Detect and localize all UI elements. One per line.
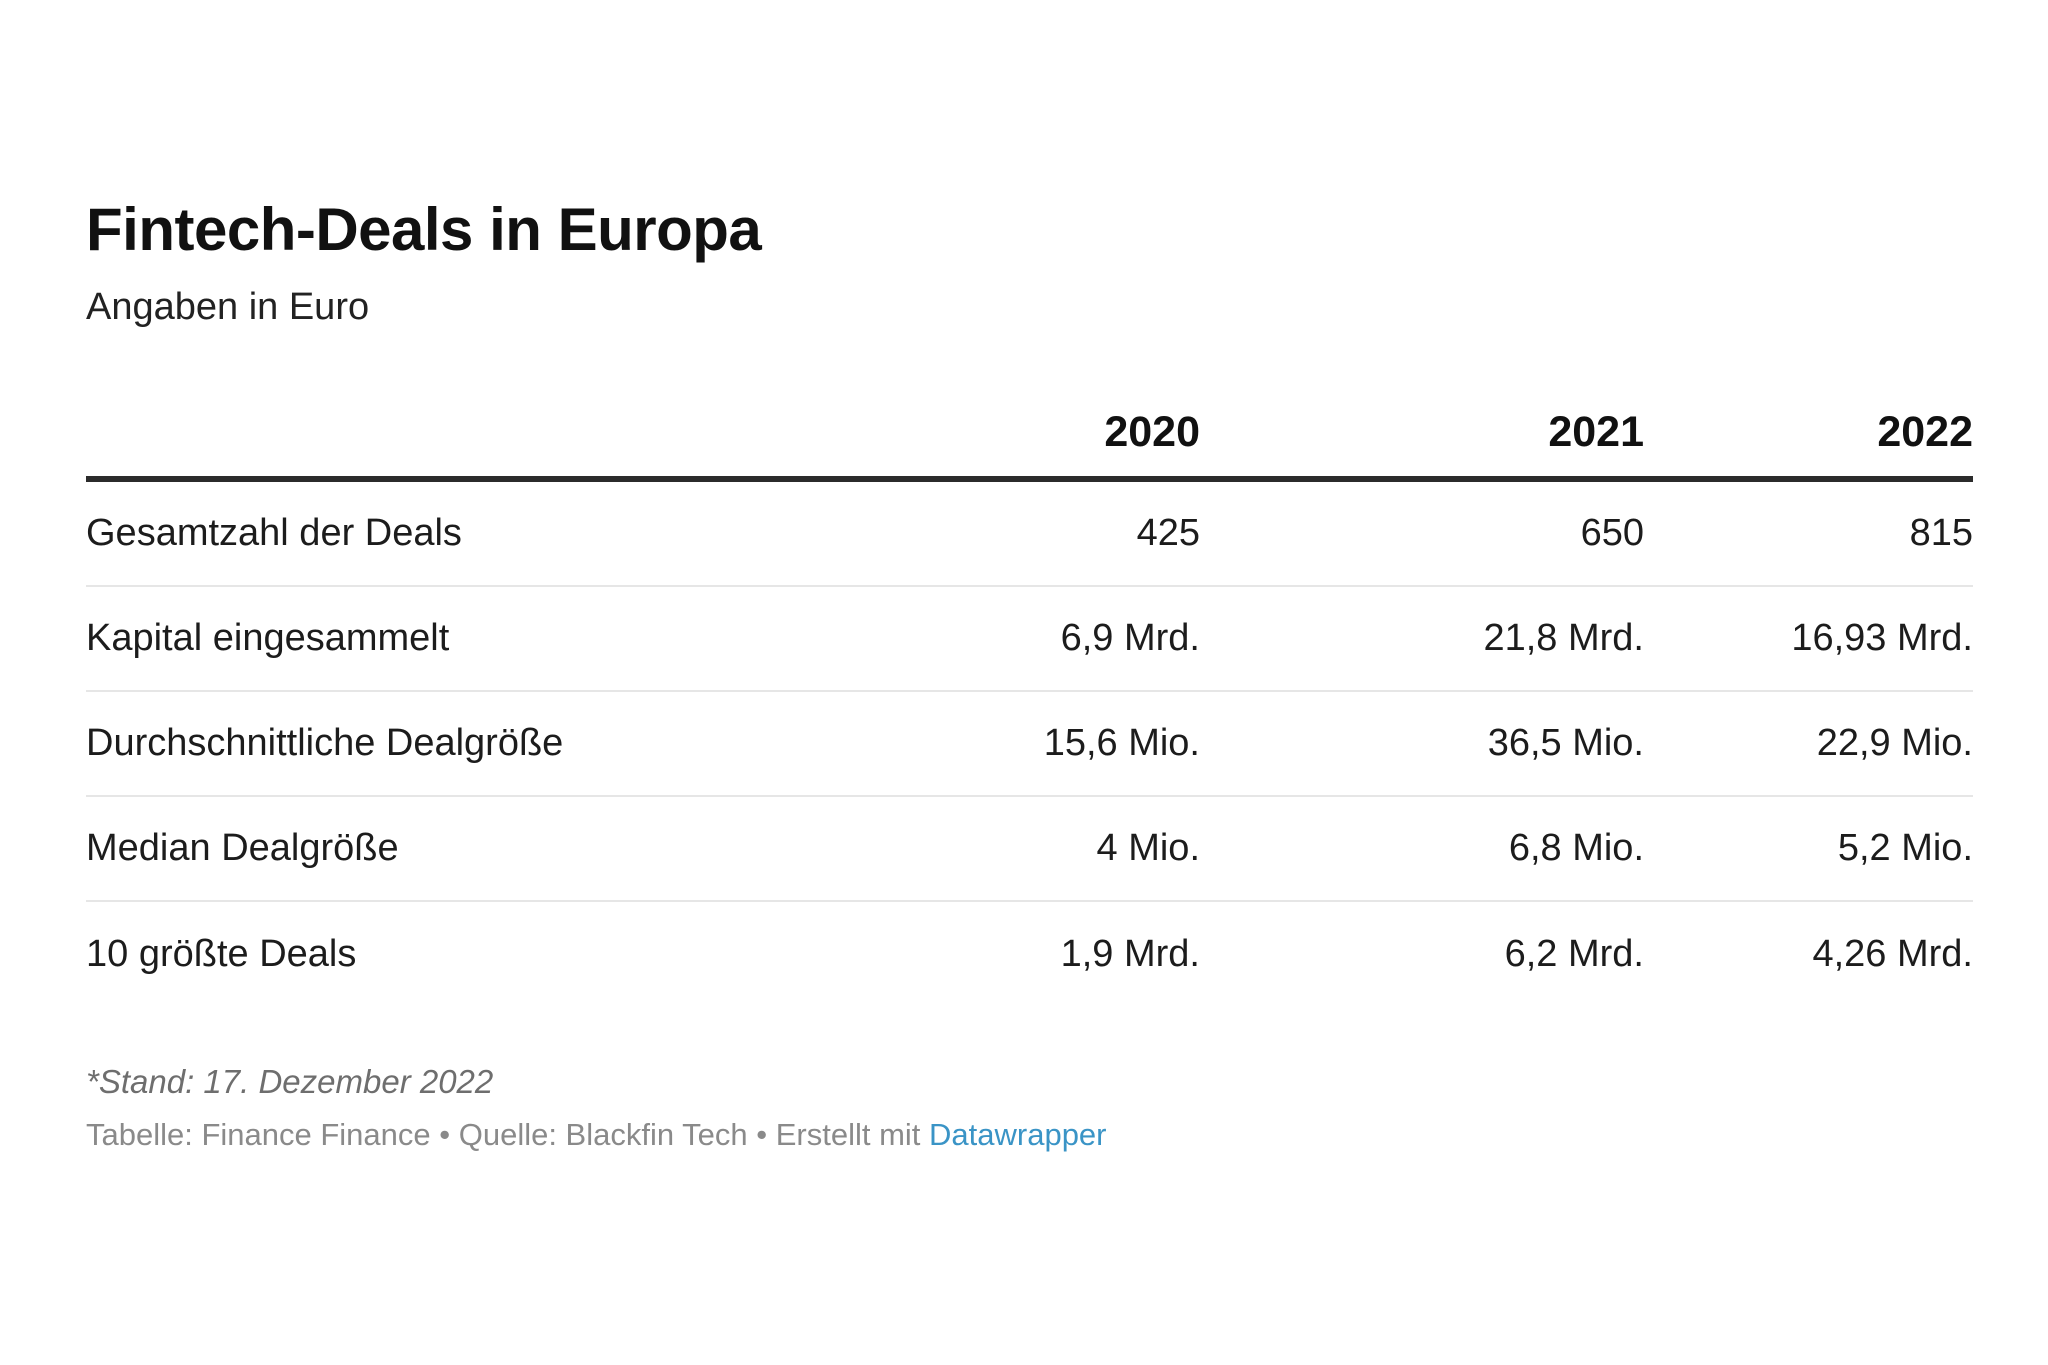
table-cell: 15,6 Mio. [1043,722,1200,764]
chart-notes: *Stand: 17. Dezember 2022 Tabelle: Finan… [86,1059,1973,1157]
table-cell: 4 Mio. [1096,827,1200,869]
table-cell: 1,9 Mrd. [1060,933,1200,975]
table-row: Durchschnittliche Dealgröße 15,6 Mio. 36… [86,692,1973,797]
table-header-row: 2020 2021 2022 [86,394,1973,482]
table-cell: 5,2 Mio. [1837,827,1973,869]
row-label: Gesamtzahl der Deals [86,512,462,554]
table-cell: 36,5 Mio. [1487,722,1644,764]
table-cell: 815 [1909,512,1973,554]
row-label: 10 größte Deals [86,933,357,975]
table-cell: 22,9 Mio. [1816,722,1973,764]
chart-container: Fintech-Deals in Europa Angaben in Euro … [86,188,1973,1157]
table-row: Gesamtzahl der Deals 425 650 815 [86,482,1973,587]
table-cell: 425 [1136,512,1200,554]
table-cell: 6,2 Mrd. [1504,933,1644,975]
datawrapper-link[interactable]: Datawrapper [929,1117,1107,1152]
table-cell: 6,8 Mio. [1508,827,1644,869]
footer-source-text: Tabelle: Finance Finance • Quelle: Black… [86,1117,930,1152]
header-cell-2021: 2021 [1548,407,1644,456]
table-cell: 16,93 Mrd. [1791,617,1973,659]
row-label: Durchschnittliche Dealgröße [86,722,564,764]
table-cell: 650 [1580,512,1644,554]
table-cell: 6,9 Mrd. [1060,617,1200,659]
table-cell: 4,26 Mrd. [1812,933,1973,975]
row-label: Kapital eingesammelt [86,617,450,659]
table-row: 10 größte Deals 1,9 Mrd. 6,2 Mrd. 4,26 M… [86,902,1973,1007]
chart-subtitle: Angaben in Euro [86,286,370,328]
table-row: Kapital eingesammelt 6,9 Mrd. 21,8 Mrd. … [86,587,1973,692]
row-label: Median Dealgröße [86,827,399,869]
header-cell-2022: 2022 [1877,407,1973,456]
date-note: *Stand: 17. Dezember 2022 [86,1063,494,1100]
chart-title: Fintech-Deals in Europa [86,196,762,263]
data-table: 2020 2021 2022 Gesamtzahl der Deals 425 … [86,394,1973,1007]
table-cell: 21,8 Mrd. [1483,617,1644,659]
header-cell-2020: 2020 [1104,407,1200,456]
chart-footer: Tabelle: Finance Finance • Quelle: Black… [86,1113,1973,1157]
table-row: Median Dealgröße 4 Mio. 6,8 Mio. 5,2 Mio… [86,797,1973,902]
